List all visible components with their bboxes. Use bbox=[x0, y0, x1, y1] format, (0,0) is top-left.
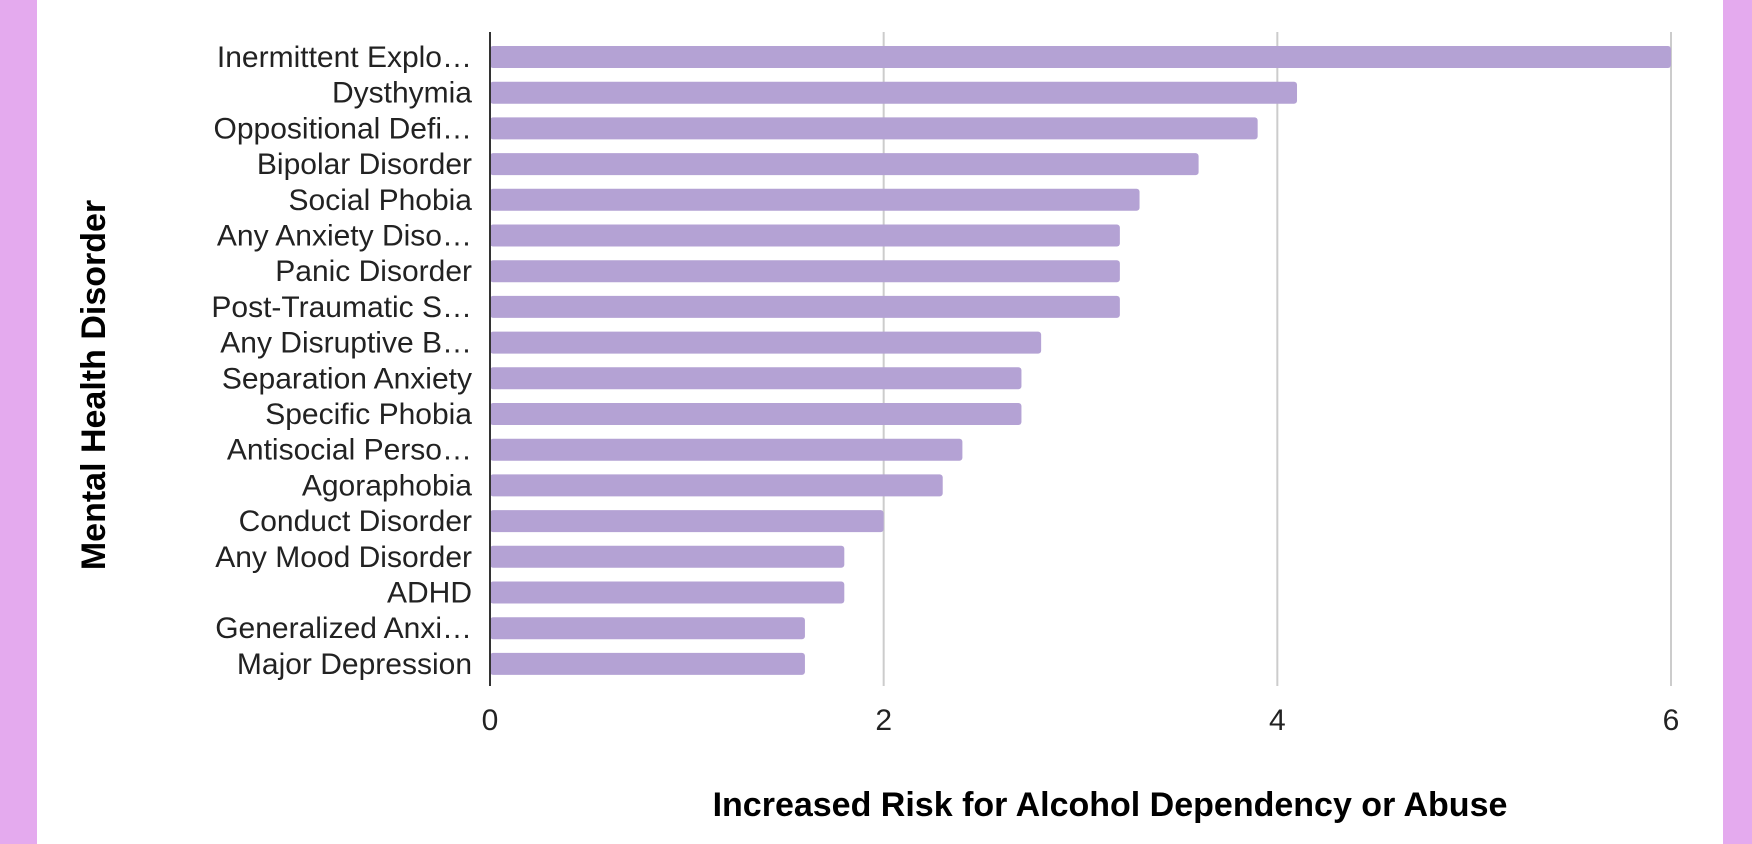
bar bbox=[490, 403, 1022, 425]
category-label: Conduct Disorder bbox=[239, 505, 472, 538]
category-label: Agoraphobia bbox=[302, 469, 472, 502]
category-labels: Inermittent Explo…DysthymiaOppositional … bbox=[211, 41, 472, 681]
chart-panel: Inermittent Explo… Dysthymia Oppositional … bbox=[37, 0, 1723, 844]
bar bbox=[490, 652, 805, 675]
category-label: Panic Disorder bbox=[275, 255, 472, 288]
bar bbox=[490, 46, 1671, 68]
category-label: Social Phobia bbox=[289, 184, 473, 217]
bars bbox=[490, 46, 1671, 675]
bar bbox=[490, 367, 1022, 390]
x-axis-title: Increased Risk for Alcohol Dependency or… bbox=[713, 786, 1508, 824]
bar bbox=[490, 153, 1199, 176]
bar-chart: Inermittent Explo…DysthymiaOppositional … bbox=[75, 32, 1680, 824]
category-label: Dysthymia bbox=[332, 77, 472, 110]
category-label: Any Disruptive B… bbox=[220, 327, 472, 360]
gridlines bbox=[882, 32, 1672, 686]
bar bbox=[490, 188, 1140, 211]
category-label: Oppositional Defi… bbox=[214, 112, 472, 145]
y-axis-title: Mental Health Disorder bbox=[75, 200, 113, 570]
category-label: Bipolar Disorder bbox=[257, 148, 472, 181]
x-tick-labels: 0 2 4 6 bbox=[482, 704, 1680, 737]
category-label: Antisocial Perso… bbox=[227, 434, 472, 467]
category-label: Separation Anxiety bbox=[222, 362, 472, 395]
bar bbox=[490, 510, 884, 533]
bar bbox=[490, 260, 1120, 283]
x-tick-label: 4 bbox=[1269, 704, 1286, 737]
category-label: Generalized Anxi… bbox=[215, 612, 472, 645]
bar bbox=[490, 295, 1120, 318]
bar bbox=[490, 545, 845, 568]
category-label: Post-Traumatic S… bbox=[211, 291, 472, 324]
bar bbox=[490, 438, 963, 461]
x-tick-label: 6 bbox=[1663, 704, 1680, 737]
bar bbox=[490, 331, 1042, 354]
bar bbox=[490, 474, 943, 497]
category-label: Inermittent Explo… bbox=[217, 41, 472, 74]
category-label: Major Depression bbox=[237, 648, 472, 681]
bar bbox=[490, 81, 1298, 104]
bar bbox=[490, 224, 1120, 247]
category-label: ADHD bbox=[387, 577, 472, 610]
category-label: Any Anxiety Diso… bbox=[217, 220, 472, 253]
bar bbox=[490, 581, 845, 604]
x-tick-label: 0 bbox=[482, 704, 499, 737]
bar bbox=[490, 117, 1258, 140]
x-tick-label: 2 bbox=[875, 704, 892, 737]
category-label: Any Mood Disorder bbox=[215, 541, 472, 574]
bar bbox=[490, 617, 805, 640]
category-label: Specific Phobia bbox=[265, 398, 472, 431]
